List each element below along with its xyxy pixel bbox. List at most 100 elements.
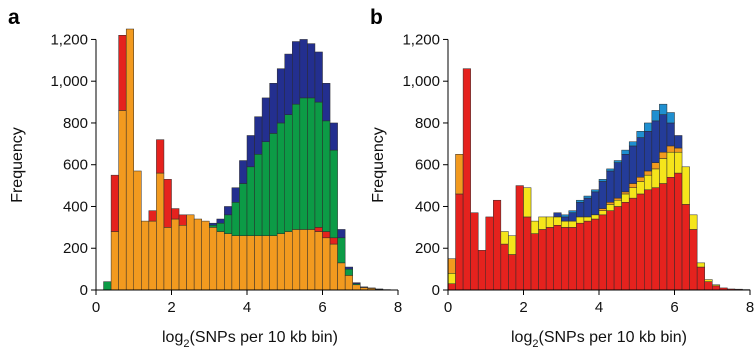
x-tick-label: 6	[318, 299, 326, 316]
bar-segment	[674, 151, 683, 174]
bar-segment	[591, 214, 600, 220]
bar-segment	[299, 97, 308, 230]
bar-segment	[666, 177, 675, 291]
bar-segment	[477, 250, 487, 291]
bar-segment	[322, 237, 331, 291]
y-tick-label: 400	[415, 198, 440, 215]
bar-segment	[224, 206, 233, 216]
panel-b-histogram: b Frequency 0 200 400 600 800 1,000 1,200 0 2 4 6 8…	[370, 6, 754, 350]
bar-segment	[696, 262, 705, 268]
bar-segment	[636, 131, 645, 138]
bar-segment	[209, 225, 218, 228]
bar-segment	[644, 174, 653, 191]
bar-segment	[231, 235, 240, 291]
bar-segment	[644, 122, 653, 132]
bar-segment	[681, 204, 690, 291]
bar-segment	[576, 216, 585, 224]
panel-a-y-axis-title: Frequency	[9, 127, 26, 203]
bar-segment	[591, 189, 600, 193]
bar-segment	[598, 214, 607, 291]
bar-segment	[628, 187, 638, 199]
bar-segment	[171, 208, 180, 220]
bar-segment	[103, 281, 112, 291]
bar-segment	[360, 286, 369, 288]
bar-segment	[644, 131, 653, 172]
bar-segment	[613, 160, 622, 163]
y-tick-label: 0	[432, 282, 440, 299]
bar-segment	[344, 275, 353, 291]
bar-segment	[636, 181, 645, 195]
bar-segment	[314, 227, 323, 232]
bar-segment	[621, 191, 630, 195]
bar-segment	[148, 210, 157, 222]
bar-segment	[141, 220, 150, 291]
x-tick-label: 6	[670, 299, 678, 316]
bar-segment	[209, 227, 218, 291]
panel-a-axes: 0 200 400 600 800 1,000 1,200 0 2 4 6 8	[50, 31, 402, 316]
bar-segment	[621, 149, 630, 155]
panel-a-letter: a	[8, 6, 20, 29]
bar-segment	[628, 183, 638, 188]
bar-segment	[681, 166, 690, 205]
bar-segment	[299, 39, 308, 99]
bar-segment	[628, 145, 638, 184]
bar-segment	[163, 179, 172, 228]
bar-segment	[178, 225, 187, 291]
bar-segment	[447, 258, 456, 274]
bar-segment	[613, 206, 622, 291]
bar-segment	[201, 220, 210, 291]
bar-segment	[337, 237, 346, 264]
y-tick-label: 600	[63, 157, 88, 174]
bar-segment	[696, 266, 705, 291]
bar-segment	[284, 231, 293, 291]
y-tick-label: 1,000	[50, 73, 88, 90]
bar-segment	[530, 233, 539, 291]
bar-segment	[231, 202, 240, 236]
bar-segment	[246, 235, 255, 291]
bar-segment	[636, 177, 645, 182]
bar-segment	[651, 120, 660, 163]
bar-segment	[110, 174, 119, 232]
bar-segment	[292, 229, 301, 291]
bar-segment	[598, 210, 607, 216]
bar-segment	[613, 197, 622, 201]
bar-segment	[329, 237, 338, 245]
bar-segment	[583, 197, 592, 218]
bar-segment	[568, 212, 577, 222]
bar-segment	[337, 229, 346, 239]
bar-segment	[545, 216, 554, 228]
bar-segment	[538, 229, 547, 291]
bar-segment	[712, 285, 721, 291]
y-tick-label: 1,200	[402, 31, 440, 48]
bar-segment	[193, 218, 202, 291]
bar-segment	[284, 53, 293, 115]
bar-segment	[314, 51, 323, 103]
bar-segment	[246, 166, 255, 236]
bar-segment	[462, 68, 471, 291]
bar-segment	[704, 279, 713, 282]
bar-segment	[613, 199, 622, 207]
bar-segment	[651, 187, 660, 291]
bar-segment	[322, 231, 331, 239]
bar-segment	[561, 227, 570, 291]
y-tick-label: 0	[80, 282, 88, 299]
y-tick-label: 1,000	[402, 73, 440, 90]
bar-segment	[344, 266, 353, 270]
bar-segment	[561, 216, 570, 222]
bar-segment	[239, 235, 248, 291]
bar-segment	[261, 97, 270, 142]
bar-segment	[674, 147, 683, 153]
bar-segment	[329, 122, 338, 151]
bar-segment	[553, 216, 562, 226]
bar-segment	[216, 222, 225, 232]
bar-segment	[628, 141, 638, 147]
bar-segment	[666, 145, 675, 153]
bar-segment	[110, 231, 119, 291]
bar-segment	[307, 229, 316, 291]
bar-segment	[568, 227, 577, 291]
bar-segment	[254, 154, 263, 236]
bar-segment	[689, 214, 698, 230]
bar-segment	[606, 204, 615, 211]
bar-segment	[583, 220, 592, 291]
bar-segment	[329, 243, 338, 291]
